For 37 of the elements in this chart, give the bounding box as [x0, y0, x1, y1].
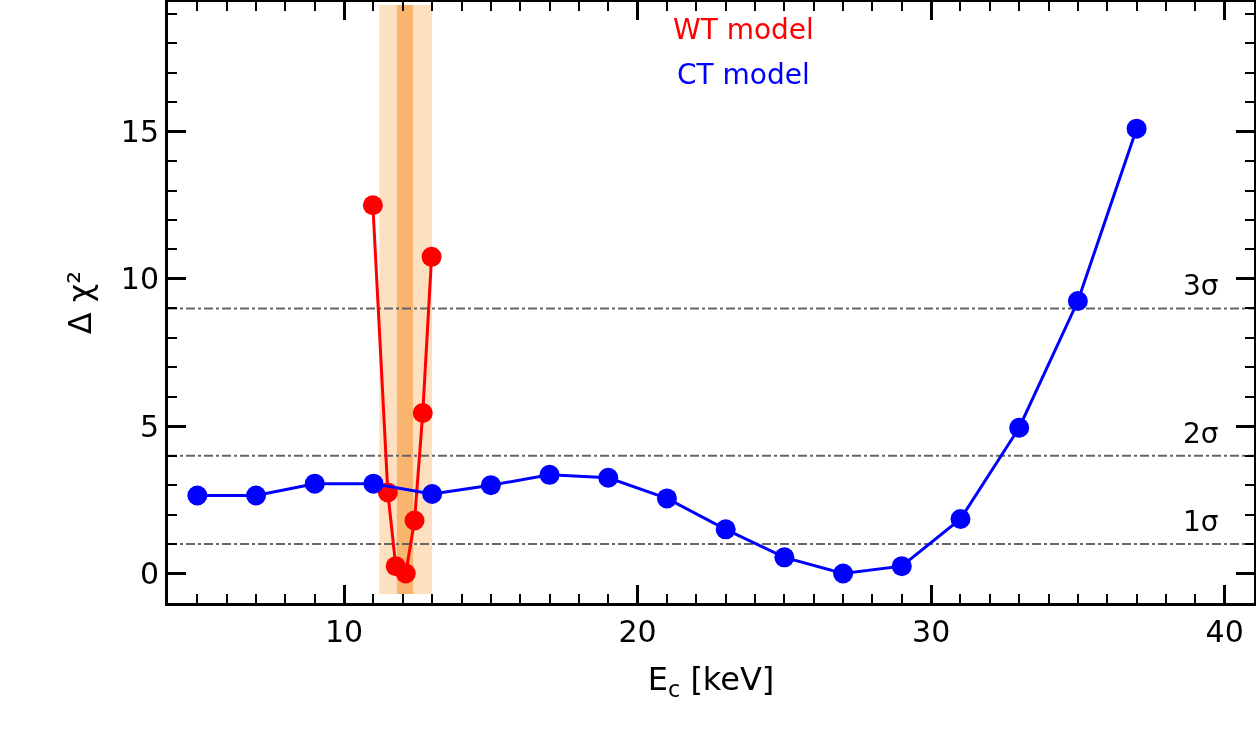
- point: [598, 467, 619, 488]
- point: [362, 195, 383, 216]
- point: [539, 464, 560, 485]
- y-tick-label: 15: [120, 114, 159, 150]
- point: [891, 556, 912, 577]
- ref-line-label: 2σ: [1183, 417, 1219, 450]
- point: [187, 485, 208, 506]
- point: [715, 519, 736, 540]
- point: [480, 475, 501, 496]
- point: [395, 563, 416, 584]
- point: [304, 473, 325, 494]
- x-tick-label: 40: [1205, 614, 1244, 649]
- text: WT model: [673, 13, 814, 46]
- point: [1009, 417, 1030, 438]
- point: [412, 402, 433, 423]
- point: [246, 485, 267, 506]
- point: [363, 473, 384, 494]
- x-axis-title: E$_{c}$ [keV]: [647, 659, 775, 702]
- ref-line-label: 1σ: [1183, 505, 1219, 538]
- x-tick-label: 20: [618, 614, 657, 649]
- y-tick-label: 10: [120, 261, 159, 297]
- point: [833, 563, 854, 584]
- x-tick-label: 30: [912, 614, 951, 649]
- y-axis-title: Δ χ²: [61, 270, 100, 335]
- y-tick-label: 0: [139, 556, 159, 592]
- point: [1067, 291, 1088, 312]
- ref-line-label: 3σ: [1183, 269, 1219, 302]
- x-tick-label: 10: [325, 614, 364, 649]
- text: CT model: [677, 58, 810, 91]
- point: [422, 484, 443, 504]
- point: [1126, 118, 1147, 139]
- point: [404, 510, 425, 531]
- point: [656, 488, 677, 509]
- point: [421, 246, 442, 267]
- point: [950, 509, 971, 530]
- point: [774, 547, 795, 568]
- y-tick-label: 5: [139, 408, 159, 444]
